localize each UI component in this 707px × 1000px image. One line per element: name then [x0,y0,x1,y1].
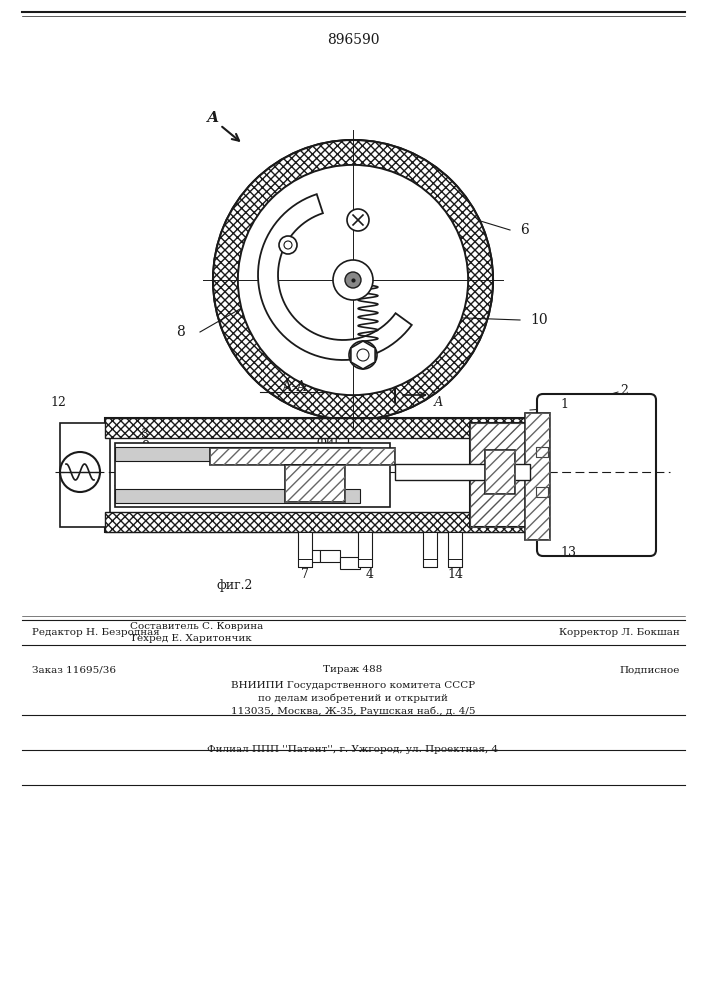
Text: А: А [207,111,219,125]
Text: Составитель С. Коврина: Составитель С. Коврина [130,622,263,631]
Bar [395,464,530,480]
Bar [470,423,535,527]
Bar [423,532,437,567]
Bar [470,423,535,527]
Text: 5: 5 [556,476,564,488]
Text: 6: 6 [520,223,529,237]
Text: 8: 8 [176,325,185,339]
Circle shape [333,260,373,300]
Text: 10: 10 [530,313,548,327]
Circle shape [284,241,292,249]
Circle shape [213,140,493,420]
Text: по делам изобретений и открытий: по делам изобретений и открытий [258,693,448,703]
Text: А: А [433,395,443,408]
Text: 11: 11 [112,484,128,496]
Bar [115,489,360,503]
Text: Корректор Л. Бокшан: Корректор Л. Бокшан [559,628,680,637]
Bar [115,443,390,507]
Text: ВНИИПИ Государственного комитета СССР: ВНИИПИ Государственного комитета СССР [231,680,475,690]
Text: 113035, Москва, Ж-35, Раушская наб., д. 4/5: 113035, Москва, Ж-35, Раушская наб., д. … [230,706,475,716]
Text: А-А: А-А [282,380,308,394]
Text: 9: 9 [126,454,134,466]
Bar [358,532,372,567]
Text: 3: 3 [141,428,149,442]
Circle shape [238,165,468,395]
Bar [485,450,515,494]
Bar [105,512,525,532]
Text: Заказ 11695/36: Заказ 11695/36 [32,666,116,674]
Bar [298,532,312,567]
Text: фиг.2: фиг.2 [217,578,253,591]
Text: 896590: 896590 [327,33,379,47]
Text: 13: 13 [560,546,576,558]
Bar [536,447,548,457]
Bar [115,447,360,461]
Bar [105,418,525,438]
Text: Филиал ППП ''Патент'', г. Ужгород, ул. Проектная, 4: Филиал ППП ''Патент'', г. Ужгород, ул. П… [207,746,498,754]
Bar [525,413,550,540]
Bar [285,465,345,502]
Polygon shape [351,341,375,369]
Bar [285,465,345,502]
Circle shape [345,272,361,288]
Circle shape [357,349,369,361]
Circle shape [347,209,369,231]
Bar [525,413,550,540]
Wedge shape [213,140,493,420]
Bar [536,487,548,497]
Text: Техред Е. Харитончик: Техред Е. Харитончик [130,634,252,643]
Bar [448,532,462,567]
Text: 4: 4 [366,568,374,582]
Text: 8: 8 [141,440,149,454]
Text: Подписное: Подписное [619,666,680,674]
Polygon shape [300,550,320,562]
Polygon shape [320,550,340,562]
Bar [536,487,548,497]
Text: 12: 12 [50,396,66,410]
Bar [485,450,515,494]
Bar [60,423,110,527]
Text: фиг.1: фиг.1 [317,436,354,448]
Bar [105,418,525,532]
Text: 1: 1 [560,398,568,412]
Text: 7: 7 [301,568,309,582]
Text: 6: 6 [556,450,564,464]
Polygon shape [258,194,411,360]
Text: Редактор Н. Безродная: Редактор Н. Безродная [32,628,160,637]
Polygon shape [340,557,360,569]
Text: Тираж 488: Тираж 488 [323,666,382,674]
Bar [210,448,395,465]
Circle shape [279,236,297,254]
FancyBboxPatch shape [537,394,656,556]
Text: 2: 2 [620,383,628,396]
Text: 14: 14 [447,568,463,582]
Circle shape [349,341,377,369]
Bar [536,447,548,457]
Bar [210,448,395,465]
